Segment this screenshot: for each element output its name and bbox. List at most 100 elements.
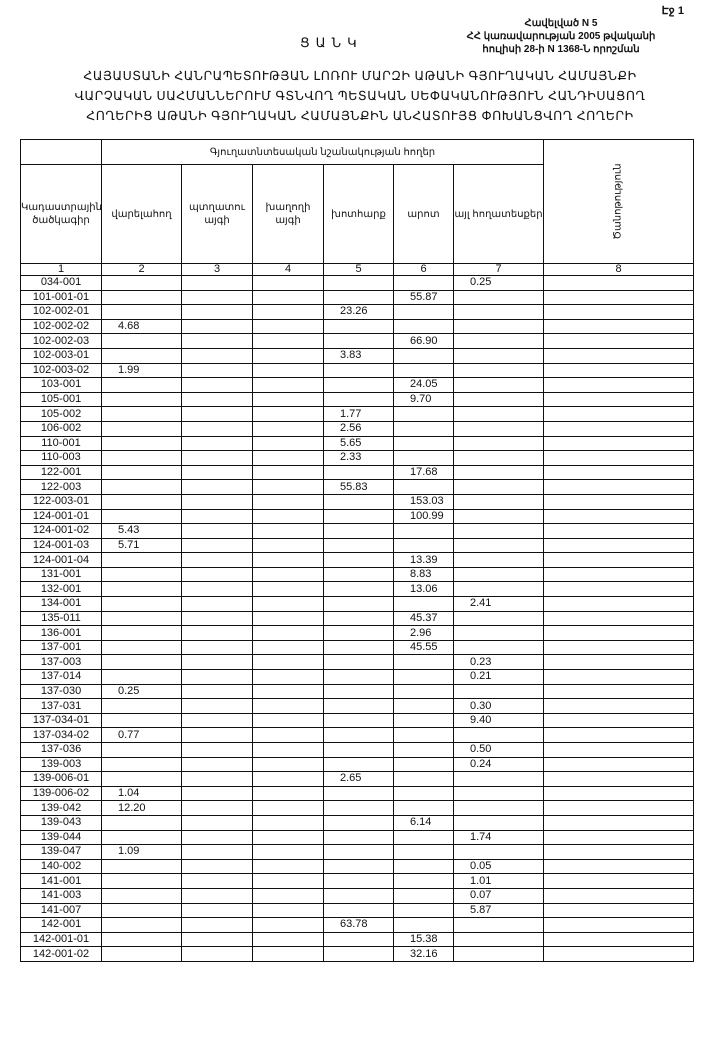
cell-notes [543,814,695,831]
cell-vineyard [252,464,324,481]
cell-hayfield [323,698,394,714]
cell-hayfield [323,844,394,860]
cell-arable [101,669,182,685]
cell-other-land: 0.21 [452,669,545,685]
cell-orchard [181,756,253,773]
cell-cadastral-code: 137-031 [20,698,102,714]
cell-arable [101,639,182,656]
cell-vineyard [252,742,324,758]
cell-hayfield [323,727,394,743]
table-row: 124-001-01 100.99 [20,508,695,525]
cell-hayfield: 2.33 [323,450,394,466]
cell-other-land [452,727,545,743]
cell-arable: 1.04 [101,785,182,802]
cell-pasture [393,406,454,422]
cell-vineyard [252,654,324,671]
cell-other-land [452,479,545,495]
cell-notes [543,698,695,714]
cell-hayfield: 1.77 [323,406,394,422]
table-row: 140-002 0.05 [20,858,695,875]
cell-pasture [393,304,454,320]
cell-cadastral-code: 137-001 [20,639,102,656]
header-row-columns: Կադաստրային ծածկագիր վարելահող պտղատու ա… [20,164,694,264]
cell-other-land [452,377,545,393]
cell-hayfield [323,902,394,919]
cell-hayfield [323,873,394,889]
cell-orchard [181,887,253,904]
cell-hayfield [323,800,394,816]
cell-hayfield [323,566,394,583]
cell-pasture: 9.70 [393,391,454,408]
cell-orchard [181,537,253,554]
cell-hayfield: 5.65 [323,435,394,452]
cell-cadastral-code: 110-003 [20,450,102,466]
cell-other-land [452,844,545,860]
table-row: 131-001 8.83 [20,566,695,583]
cell-cadastral-code: 137-034-02 [20,727,102,743]
cell-pasture [393,844,454,860]
cell-arable [101,625,182,641]
cell-orchard [181,844,253,860]
cell-pasture [393,479,454,495]
cell-arable [101,275,182,291]
cell-notes [543,347,695,364]
cell-pasture [393,902,454,919]
cell-cadastral-code: 122-003 [20,479,102,495]
cell-cadastral-code: 122-001 [20,464,102,481]
cell-cadastral-code: 102-002-01 [20,304,102,320]
cell-vineyard [252,566,324,583]
cell-vineyard [252,712,324,729]
table-row: 141-003 0.07 [20,887,695,904]
cell-other-land: 0.25 [452,275,545,291]
cell-cadastral-code: 135-011 [20,610,102,627]
cell-notes [543,771,695,787]
cell-notes [543,508,695,525]
cell-other-land: 0.05 [452,858,545,875]
cell-pasture: 24.05 [393,377,454,393]
cell-arable: 1.09 [101,844,182,860]
cell-notes [543,537,695,554]
heading-line-3: ՀՈՂԵՐԻՑ ԱԹԱՆԻ ԳՅՈՒՂԱԿԱՆ ՀԱՄԱՅՆՔԻՆ ԱՆՀԱՏՈ… [86,109,634,123]
column-number: 1 [20,263,102,276]
cell-other-land [452,289,545,306]
cell-hayfield [323,785,394,802]
cell-other-land [452,391,545,408]
cell-vineyard [252,931,324,948]
cell-pasture: 45.55 [393,639,454,656]
cell-vineyard [252,552,324,568]
cell-notes [543,669,695,685]
cell-pasture [393,523,454,539]
column-number: 3 [181,263,253,276]
cell-cadastral-code: 124-001-04 [20,552,102,568]
cell-cadastral-code: 134-001 [20,596,102,612]
cell-arable [101,742,182,758]
column-number: 5 [323,263,394,276]
cell-orchard [181,873,253,889]
cell-other-land [452,537,545,554]
cell-notes [543,683,695,700]
cell-pasture: 8.83 [393,566,454,583]
cell-arable [101,596,182,612]
cell-other-land: 1.01 [452,873,545,889]
table-row: 102-003-02 1.99 [20,362,695,379]
cell-hayfield [323,683,394,700]
cell-pasture [393,829,454,846]
cell-orchard [181,464,253,481]
cell-vineyard [252,698,324,714]
cell-cadastral-code: 106-002 [20,420,102,437]
cell-pasture [393,420,454,437]
cell-hayfield [323,654,394,671]
cell-orchard [181,858,253,875]
cell-vineyard [252,523,324,539]
cell-notes [543,844,695,860]
cell-hayfield [323,464,394,481]
table-row: 105-001 9.70 [20,391,695,408]
annex-line-3: հուլիսի 28-ի N 1368-Ն որոշման [482,44,640,55]
cell-orchard [181,347,253,364]
cell-cadastral-code: 105-002 [20,406,102,422]
cell-pasture: 17.68 [393,464,454,481]
cell-pasture: 32.16 [393,946,454,962]
cell-cadastral-code: 137-034-01 [20,712,102,729]
cell-orchard [181,304,253,320]
cell-orchard [181,610,253,627]
